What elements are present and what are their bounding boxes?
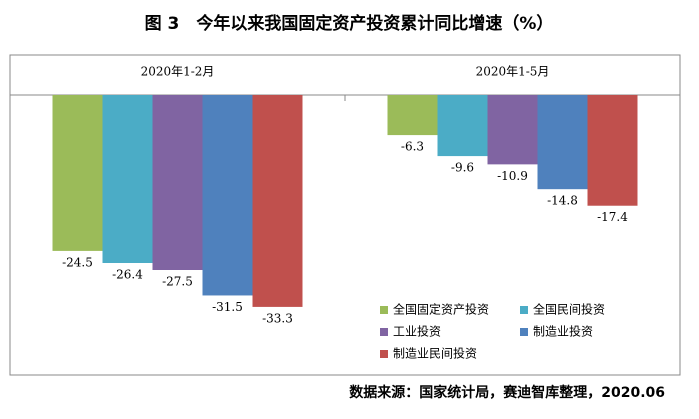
bar (587, 95, 638, 206)
legend-swatch (520, 306, 528, 314)
legend-label: 制造业投资 (533, 324, 593, 339)
legend-label: 全国民间投资 (533, 302, 605, 317)
bar (437, 95, 488, 157)
bar (152, 95, 203, 270)
bar (537, 95, 588, 190)
legend-box (372, 296, 648, 370)
legend-swatch (380, 328, 388, 336)
legend-swatch (380, 306, 388, 314)
data-label: -33.3 (262, 311, 293, 325)
bar (487, 95, 538, 165)
source-note: 数据来源：国家统计局，赛迪智库整理，2020.06 (349, 384, 665, 401)
bar (252, 95, 303, 307)
bar (52, 95, 103, 251)
legend-label: 制造业民间投资 (393, 346, 477, 361)
x-tick-label: 2020年1-5月 (476, 65, 550, 79)
data-label: -14.8 (547, 194, 578, 208)
bar (387, 95, 438, 136)
plot-frame (9, 54, 681, 376)
data-label: -17.4 (597, 210, 628, 224)
x-tick-label: 2020年1-2月 (141, 65, 215, 79)
data-label: -31.5 (212, 300, 243, 314)
legend-swatch (520, 328, 528, 336)
data-label: -26.4 (112, 268, 143, 282)
data-label: -6.3 (401, 140, 424, 154)
chart-title: 图 3 今年以来我国固定资产投资累计同比增速（%） (145, 13, 554, 34)
legend-label: 全国固定资产投资 (393, 302, 489, 317)
bar (102, 95, 153, 263)
data-label: -9.6 (451, 161, 474, 175)
data-label: -27.5 (162, 275, 193, 289)
data-label: -10.9 (497, 169, 528, 183)
legend-label: 工业投资 (393, 324, 441, 339)
data-label: -24.5 (62, 255, 93, 269)
bar (202, 95, 253, 296)
legend-swatch (380, 350, 388, 358)
